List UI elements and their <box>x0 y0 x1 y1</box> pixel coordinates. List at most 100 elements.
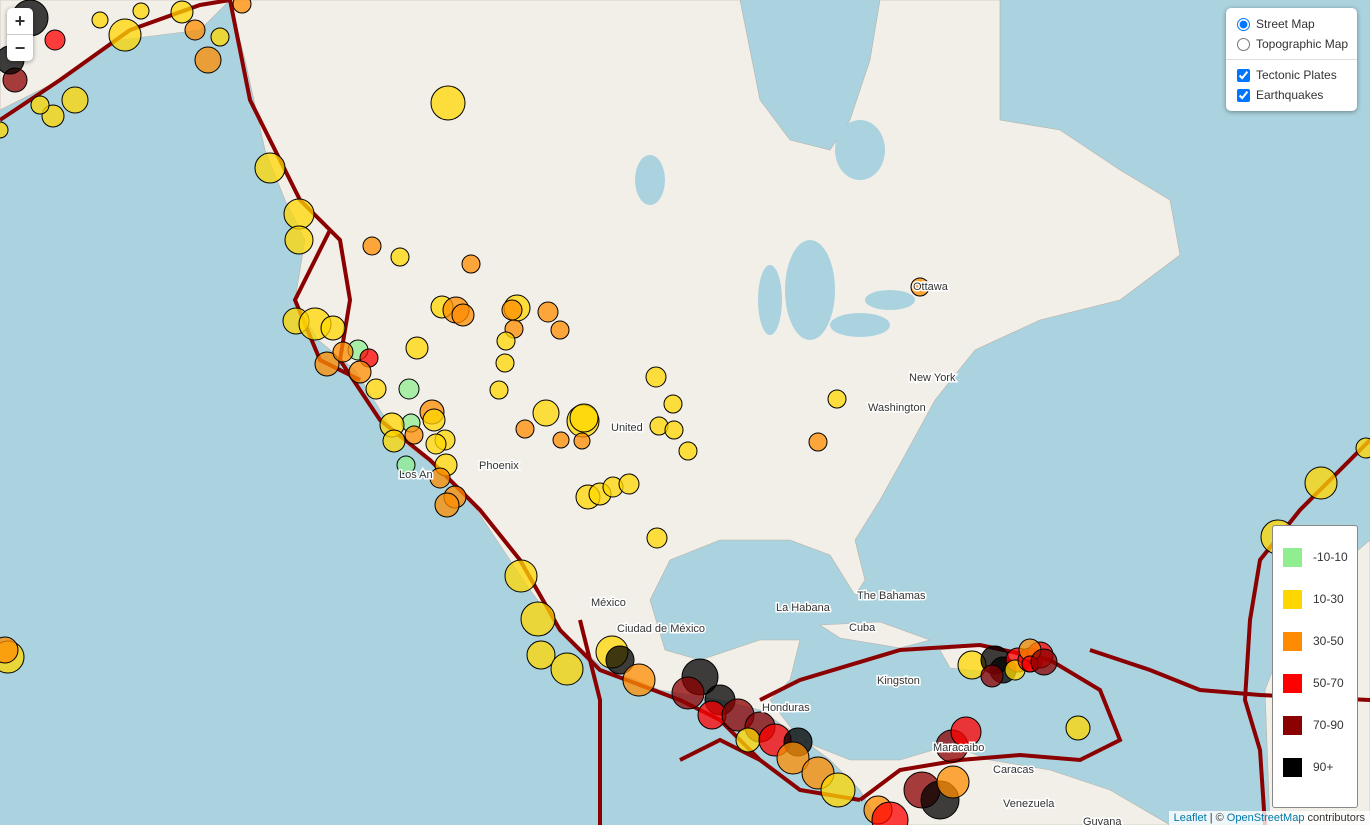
earthquake-marker[interactable] <box>532 399 560 427</box>
earthquake-marker[interactable] <box>573 432 591 450</box>
earthquake-marker[interactable] <box>404 425 424 445</box>
earthquake-marker[interactable] <box>910 277 930 297</box>
earthquake-marker[interactable] <box>871 801 909 825</box>
earthquake-marker[interactable] <box>194 46 222 74</box>
earthquake-marker[interactable] <box>504 559 538 593</box>
radio-input[interactable] <box>1237 17 1250 31</box>
earthquake-marker[interactable] <box>537 301 559 323</box>
earthquake-marker[interactable] <box>550 320 570 340</box>
earthquake-marker[interactable] <box>283 198 315 230</box>
legend-swatch <box>1283 673 1302 693</box>
earthquake-marker[interactable] <box>425 433 447 455</box>
earthquake-marker[interactable] <box>210 27 230 47</box>
earthquake-marker[interactable] <box>30 95 50 115</box>
earthquake-marker[interactable] <box>820 772 856 808</box>
osm-link[interactable]: OpenStreetMap <box>1226 812 1305 824</box>
earthquake-marker[interactable] <box>396 455 416 475</box>
earthquake-marker[interactable] <box>664 420 684 440</box>
attribution: Leaflet | © OpenStreetMap contributors <box>1168 811 1370 825</box>
earthquake-marker[interactable] <box>663 394 683 414</box>
earthquake-marker[interactable] <box>422 408 446 432</box>
earthquake-marker[interactable] <box>936 765 970 799</box>
earthquake-marker[interactable] <box>320 315 346 341</box>
legend-swatch <box>1283 589 1302 609</box>
earthquake-marker[interactable] <box>489 380 509 400</box>
place-label: Cuba <box>849 622 876 634</box>
checkbox-input[interactable] <box>1237 88 1250 102</box>
earthquake-marker[interactable] <box>495 353 515 373</box>
earthquake-marker[interactable] <box>827 389 847 409</box>
earthquake-marker[interactable] <box>132 2 150 20</box>
earthquake-marker[interactable] <box>1304 466 1338 500</box>
earthquake-marker[interactable] <box>646 527 668 549</box>
leaflet-link[interactable]: Leaflet <box>1173 812 1207 824</box>
earthquake-marker[interactable] <box>678 441 698 461</box>
earthquake-marker[interactable] <box>254 152 286 184</box>
earthquake-marker[interactable] <box>1030 648 1058 676</box>
zoom-out[interactable]: − <box>14 38 26 58</box>
earthquake-marker[interactable] <box>520 601 556 637</box>
radio-input[interactable] <box>1237 37 1250 51</box>
earthquake-marker[interactable] <box>1355 437 1370 459</box>
earthquake-marker[interactable] <box>808 432 828 452</box>
earthquake-marker[interactable] <box>61 86 89 114</box>
legend-label: -10-10 <box>1313 550 1348 564</box>
earthquake-marker[interactable] <box>501 299 523 321</box>
layer-label: Earthquakes <box>1256 88 1324 102</box>
earthquake-marker[interactable] <box>496 331 516 351</box>
earthquake-marker[interactable] <box>362 236 382 256</box>
earthquake-marker[interactable] <box>735 727 761 753</box>
earthquake-marker[interactable] <box>980 664 1004 688</box>
earthquake-marker[interactable] <box>434 492 460 518</box>
earthquake-marker[interactable] <box>44 29 66 51</box>
earthquake-marker[interactable] <box>365 378 387 400</box>
layer-option: Tectonic Plates <box>1226 65 1357 85</box>
earthquake-marker[interactable] <box>91 11 109 29</box>
earthquake-marker[interactable] <box>950 716 982 748</box>
layer-label: Tectonic Plates <box>1256 68 1337 82</box>
earthquake-marker[interactable] <box>645 366 667 388</box>
earthquake-marker[interactable] <box>382 429 406 453</box>
earthquake-marker[interactable] <box>552 431 570 449</box>
earthquake-marker[interactable] <box>0 121 9 139</box>
legend-item: -10-10 <box>1273 536 1357 578</box>
earthquake-marker[interactable] <box>348 360 372 384</box>
checkbox-input[interactable] <box>1237 68 1250 82</box>
earthquake-marker[interactable] <box>390 247 410 267</box>
earthquake-marker[interactable] <box>232 0 252 14</box>
earthquake-marker[interactable] <box>622 663 656 697</box>
earthquake-marker[interactable] <box>618 473 640 495</box>
earthquake-marker[interactable] <box>405 336 429 360</box>
earthquake-marker[interactable] <box>550 652 584 686</box>
legend-item: 90+ <box>1273 746 1357 788</box>
earthquake-marker[interactable] <box>671 676 705 710</box>
earthquake-marker[interactable] <box>108 18 142 52</box>
earthquake-marker[interactable] <box>569 403 599 433</box>
legend-label: 90+ <box>1313 760 1334 774</box>
earthquake-marker[interactable] <box>1065 715 1091 741</box>
earthquake-marker[interactable] <box>429 467 451 489</box>
legend-swatch <box>1283 715 1302 735</box>
earthquake-marker[interactable] <box>0 636 19 664</box>
earthquake-marker[interactable] <box>332 341 354 363</box>
place-label: New York <box>909 372 956 384</box>
earthquake-marker[interactable] <box>430 85 466 121</box>
place-labels: Ottawa New York Washington Phoenix Los An Uni… <box>398 280 1124 825</box>
layer-label: Street Map <box>1256 17 1315 31</box>
earthquake-marker[interactable] <box>515 419 535 439</box>
layer-option: Street Map <box>1226 14 1357 34</box>
place-label: The Bahamas <box>857 590 926 602</box>
earthquake-marker[interactable] <box>451 303 475 327</box>
earthquake-marker[interactable] <box>461 254 481 274</box>
earthquake-marker[interactable] <box>605 645 635 675</box>
legend-label: 70-90 <box>1313 718 1344 732</box>
earthquake-marker[interactable] <box>170 0 194 24</box>
earthquake-marker[interactable] <box>526 640 556 670</box>
earthquake-marker[interactable] <box>184 19 206 41</box>
place-label: Phoenix <box>479 460 519 472</box>
earthquake-marker[interactable] <box>776 741 810 775</box>
earthquake-marker[interactable] <box>314 351 340 377</box>
earthquake-marker[interactable] <box>284 225 314 255</box>
earthquake-marker[interactable] <box>398 378 420 400</box>
zoom-in[interactable]: + <box>7 8 33 35</box>
